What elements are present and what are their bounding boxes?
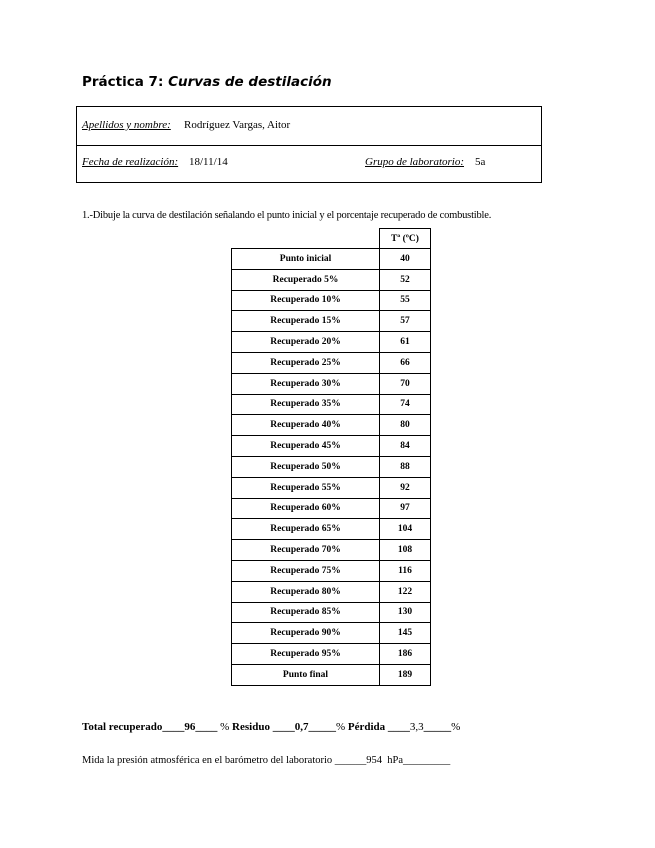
- residue-value: 0,7: [294, 721, 309, 733]
- row-temperature: 88: [379, 455, 431, 478]
- pressure-line: Mida la presión atmosférica en el baróme…: [82, 755, 451, 766]
- name-value: Rodríguez Vargas, Aitor: [184, 119, 291, 131]
- row-temperature: 92: [379, 476, 431, 499]
- row-label: Recuperado 15%: [231, 310, 380, 333]
- row-temperature: 52: [379, 268, 431, 291]
- row-label: Recuperado 20%: [231, 331, 380, 353]
- table-row: Recuperado 90% 145: [231, 622, 431, 645]
- row-label: Recuperado 60%: [231, 497, 380, 520]
- row-label: Recuperado 80%: [231, 580, 380, 603]
- row-label: Punto final: [231, 663, 380, 686]
- row-temperature: 55: [379, 289, 431, 312]
- row-label: Recuperado 55%: [231, 476, 380, 499]
- table-row: Recuperado 25% 66: [231, 351, 431, 374]
- table-row: Recuperado 10% 55: [231, 289, 431, 312]
- group-label: Grupo de laboratorio:: [365, 156, 464, 168]
- row-label: Recuperado 65%: [231, 518, 380, 541]
- row-temperature: 189: [379, 663, 431, 686]
- row-temperature: 40: [379, 248, 431, 270]
- table-row: Recuperado 55% 92: [231, 476, 431, 499]
- row-temperature: 80: [379, 414, 431, 437]
- distillation-table: Tª (ºC) Punto inicial 40 Recuperado 5% 52 Re…: [231, 228, 431, 686]
- row-label: Recuperado 75%: [231, 559, 380, 582]
- student-info-box: Apellidos y nombre: Rodríguez Vargas, Ai…: [76, 106, 542, 183]
- table-row: Punto final 189: [231, 663, 431, 686]
- row-label: Recuperado 5%: [231, 268, 380, 291]
- table-row: Recuperado 70% 108: [231, 539, 431, 561]
- row-temperature: 108: [379, 539, 431, 561]
- table-row: Recuperado 80% 122: [231, 580, 431, 603]
- table-row: Punto inicial 40: [231, 248, 431, 270]
- row-temperature: 116: [379, 559, 431, 582]
- row-temperature: 130: [379, 601, 431, 624]
- row-label: Punto inicial: [231, 248, 380, 270]
- row-label: Recuperado 35%: [231, 393, 380, 416]
- pressure-value: 954: [366, 755, 383, 766]
- row-label: Recuperado 45%: [231, 435, 380, 457]
- row-temperature: 122: [379, 580, 431, 603]
- table-row: Recuperado 60% 97: [231, 497, 431, 520]
- row-temperature: 186: [379, 643, 431, 665]
- date-label: Fecha de realización:: [82, 156, 179, 168]
- row-temperature: 97: [379, 497, 431, 520]
- question-text: 1.-Dibuje la curva de destilación señala…: [82, 210, 492, 221]
- table-row: Recuperado 20% 61: [231, 331, 431, 353]
- row-temperature: 145: [379, 622, 431, 645]
- row-label: Recuperado 40%: [231, 414, 380, 437]
- row-temperature: 74: [379, 393, 431, 416]
- recovered-value: 96: [184, 721, 196, 733]
- table-row: Recuperado 5% 52: [231, 268, 431, 291]
- loss-value: 3,3: [409, 721, 424, 733]
- name-label: Apellidos y nombre:: [82, 119, 171, 131]
- row-label: Recuperado 85%: [231, 601, 380, 624]
- table-row: Recuperado 45% 84: [231, 435, 431, 457]
- table-row: Recuperado 15% 57: [231, 310, 431, 333]
- row-temperature: 70: [379, 372, 431, 395]
- row-label: Recuperado 30%: [231, 372, 380, 395]
- table-row: Recuperado 50% 88: [231, 455, 431, 478]
- row-label: Recuperado 90%: [231, 622, 380, 645]
- table-row: Recuperado 85% 130: [231, 601, 431, 624]
- row-label: Recuperado 70%: [231, 539, 380, 561]
- row-temperature: 57: [379, 310, 431, 333]
- table-row: Recuperado 65% 104: [231, 518, 431, 541]
- row-temperature: 84: [379, 435, 431, 457]
- row-temperature: 104: [379, 518, 431, 541]
- table-row: Recuperado 95% 186: [231, 643, 431, 665]
- totals-line: Total recuperado____96____ % Residuo ___…: [82, 721, 461, 733]
- row-label: Recuperado 50%: [231, 455, 380, 478]
- table-header-row: Tª (ºC): [232, 228, 431, 249]
- table-row: Recuperado 30% 70: [231, 372, 431, 395]
- row-label: Recuperado 95%: [231, 643, 380, 665]
- row-temperature: 61: [379, 331, 431, 353]
- table-row: Recuperado 75% 116: [231, 559, 431, 582]
- row-label: Recuperado 10%: [231, 289, 380, 312]
- table-row: Recuperado 35% 74: [231, 393, 431, 416]
- page-title: Práctica 7: Curvas de destilación: [82, 74, 332, 90]
- group-value: 5a: [475, 156, 486, 168]
- temperature-header: Tª (ºC): [379, 228, 431, 249]
- table-row: Recuperado 40% 80: [231, 414, 431, 437]
- row-temperature: 66: [379, 351, 431, 374]
- row-label: Recuperado 25%: [231, 351, 380, 374]
- date-value: 18/11/14: [189, 156, 228, 168]
